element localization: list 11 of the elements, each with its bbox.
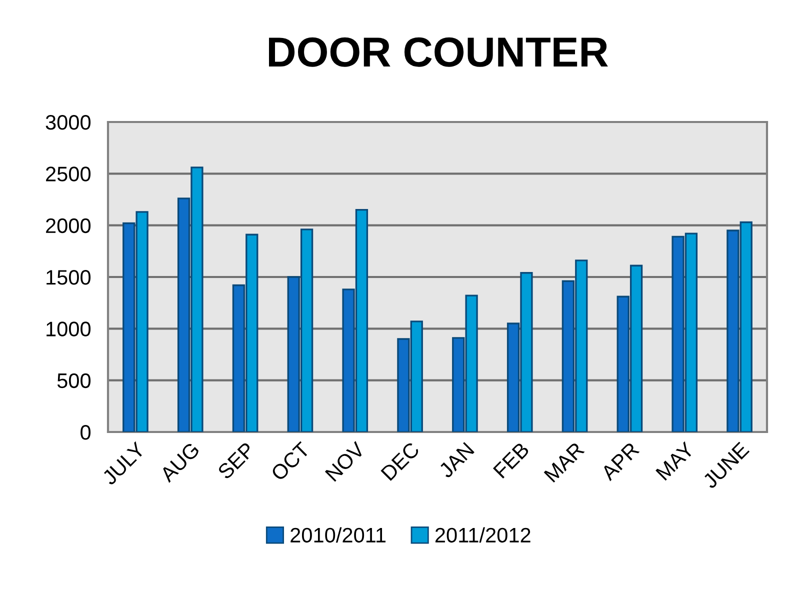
y-tick-label: 2500: [46, 166, 91, 182]
y-tick-label: 3000: [46, 115, 91, 130]
legend-label: 2011/2012: [435, 527, 530, 543]
legend-label: 2010/2011: [290, 527, 386, 543]
y-tick-label: 1500: [46, 270, 91, 285]
x-tick-label: FEB: [492, 442, 530, 478]
y-tick-label: 1000: [46, 322, 91, 336]
chart-title: DOOR COUNTER: [268, 37, 608, 67]
y-tick-label: 0: [80, 425, 91, 440]
y-tick-label: 2000: [46, 218, 91, 234]
y-tick-label: 500: [57, 373, 91, 388]
